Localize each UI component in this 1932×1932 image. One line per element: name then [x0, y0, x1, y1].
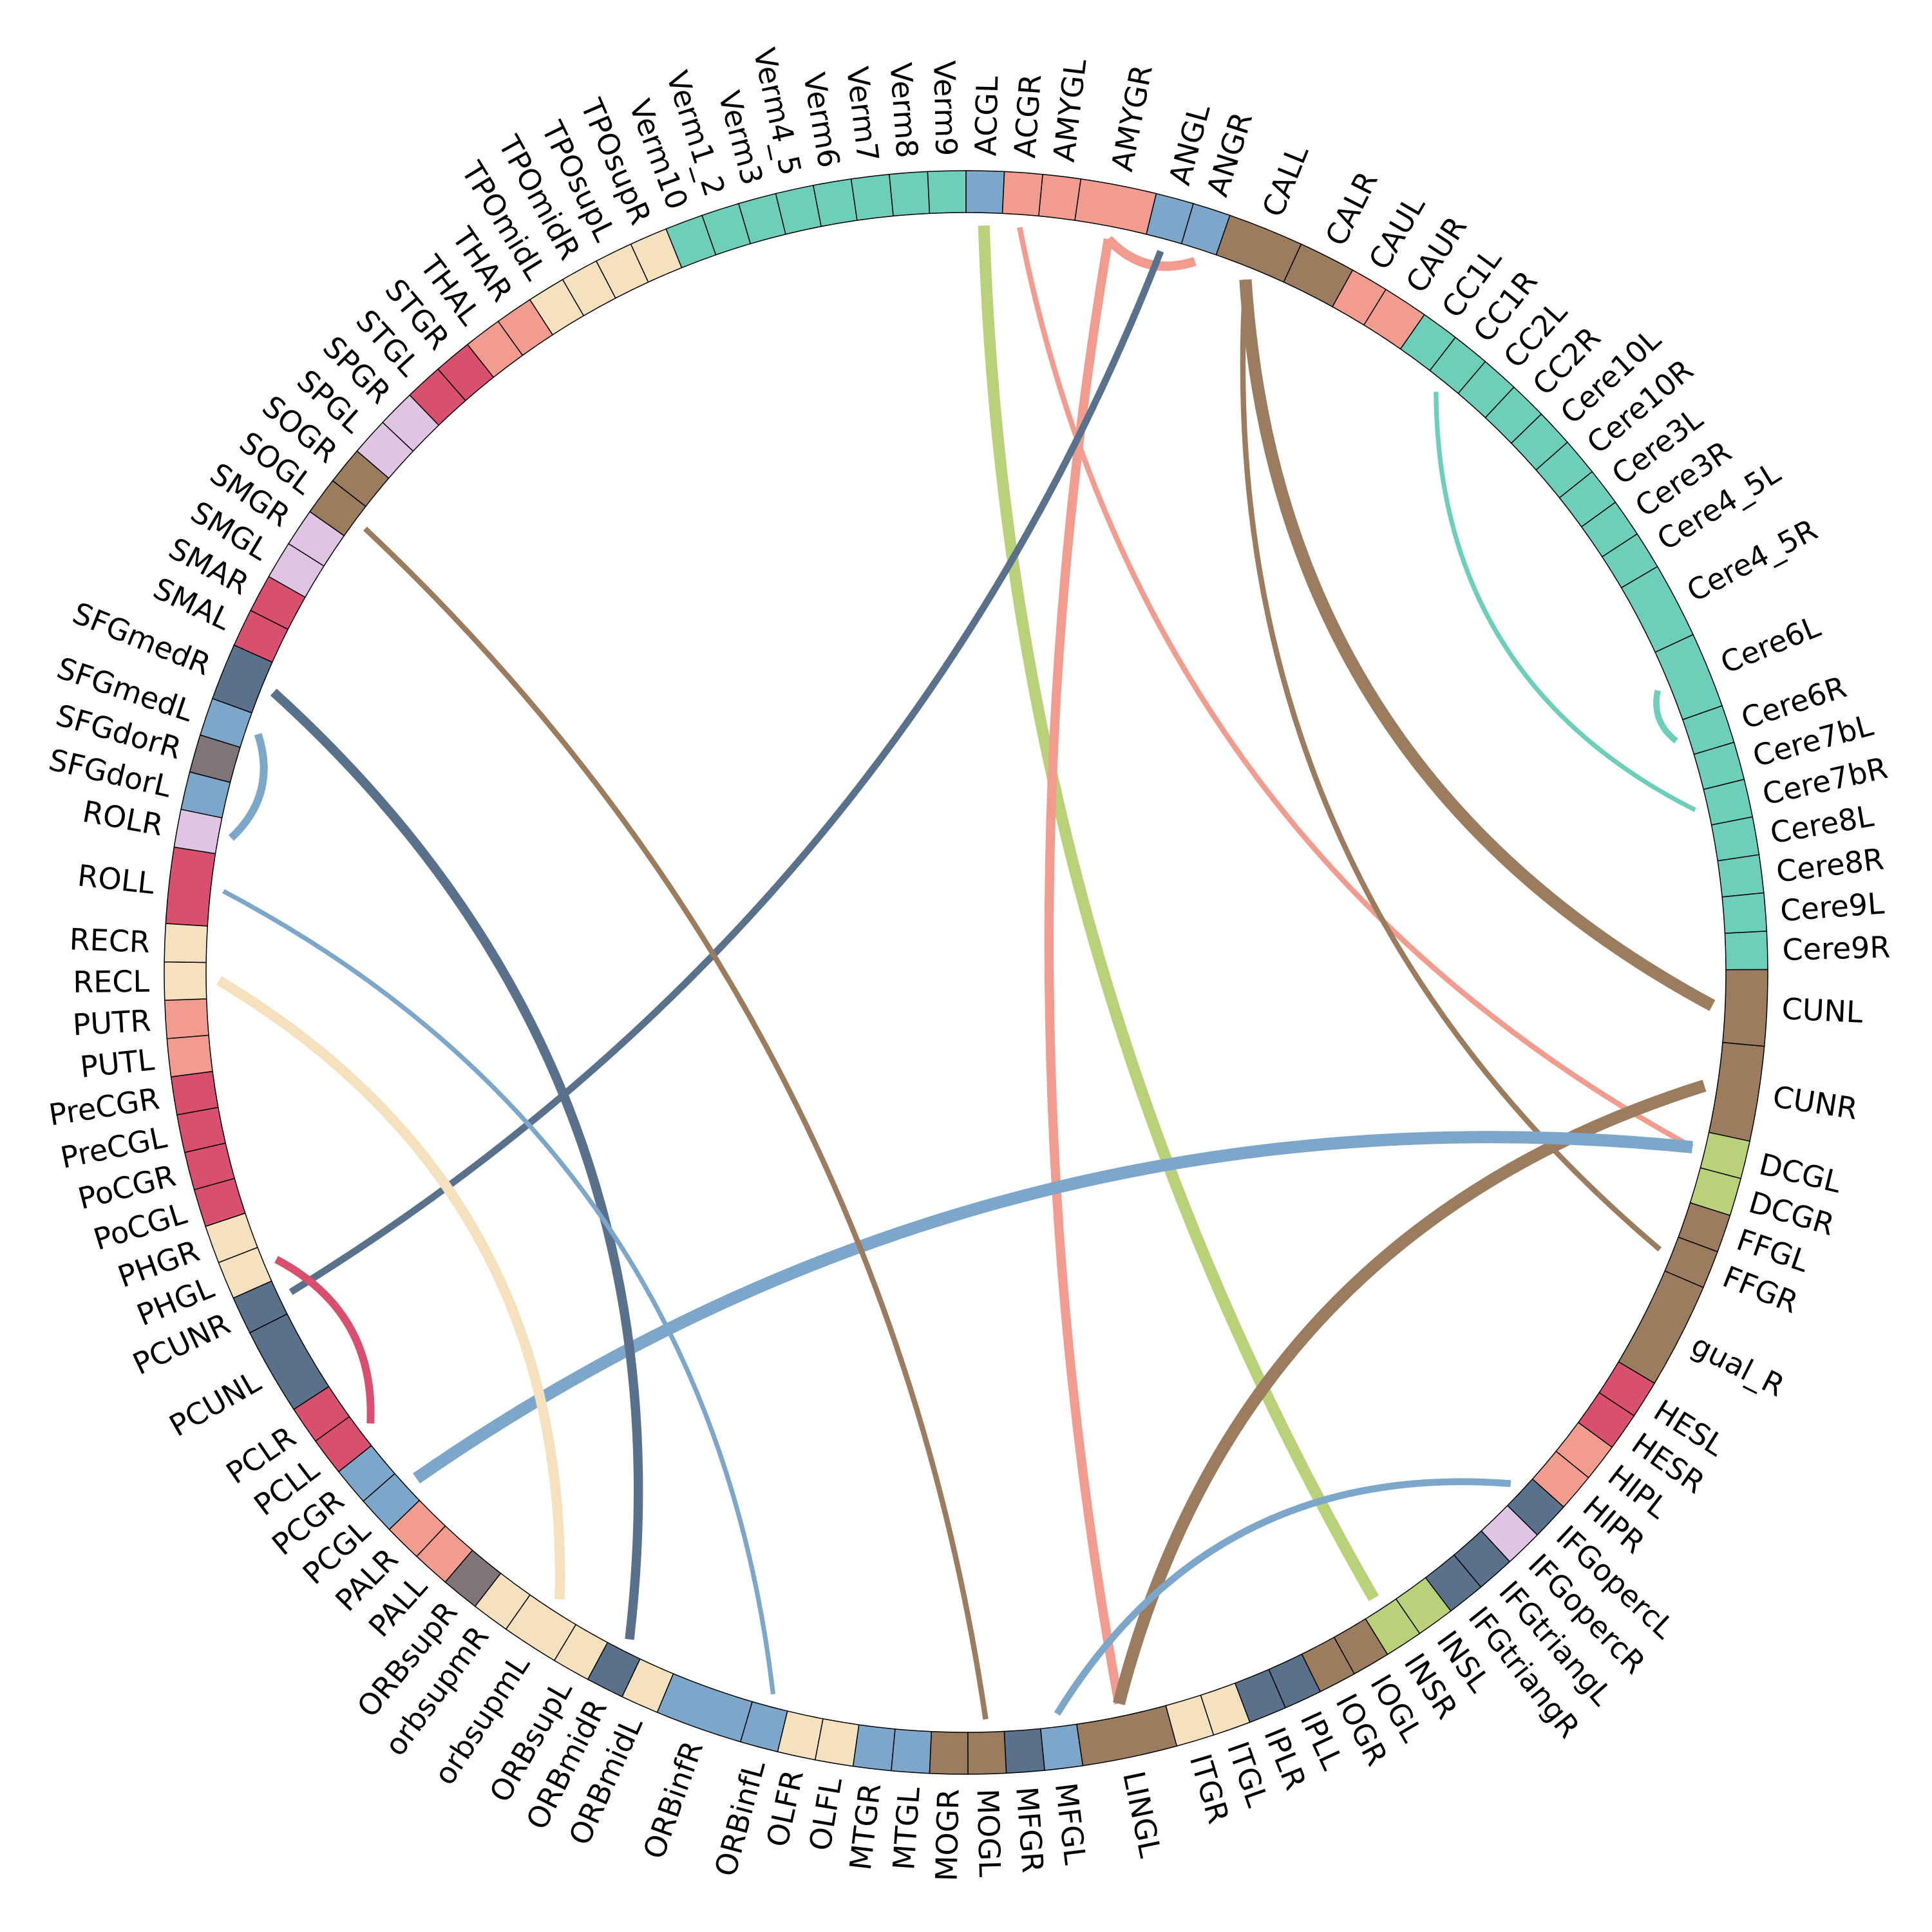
link-amygr-lingl: [1044, 238, 1124, 1705]
segment-label-putr: PUTR: [71, 1003, 151, 1042]
segment-gual-r: [1618, 1270, 1704, 1384]
segment-cere9l: [1721, 892, 1768, 934]
segment-amygl: [1038, 173, 1082, 222]
segment-recl: [164, 961, 207, 1001]
link-cc1r-cere7br: [1434, 392, 1696, 812]
segment-label-cunr: CUNR: [1770, 1079, 1860, 1126]
link-cere6l-cere6r: [1653, 690, 1678, 744]
segment-label-recr: RECR: [69, 922, 151, 960]
link-roll-orbinfl: [222, 889, 776, 1695]
segment-putl: [166, 1034, 213, 1077]
segment-label-orbinfr: ORBinfR: [636, 1736, 710, 1863]
segment-mtgr: [852, 1724, 896, 1772]
link-acgl-insr: [978, 225, 1379, 1602]
segment-verm6: [812, 178, 858, 227]
segment-recr: [164, 923, 208, 963]
segment-label-pcunl: PCUNL: [164, 1364, 267, 1443]
segment-orbinfr: [656, 1672, 753, 1743]
segment-cere6l: [1654, 634, 1723, 721]
segment-label-cere9r: Cere9R: [1782, 929, 1891, 967]
segment-amygr: [1074, 178, 1157, 235]
segment-label-amygl: AMYGL: [1046, 57, 1094, 164]
segment-acgl: [965, 170, 1005, 214]
segment-label-acgr: ACGR: [1007, 73, 1048, 159]
segment-label-olfl: OLFL: [802, 1775, 849, 1853]
segments-layer: [164, 170, 1768, 1775]
segment-label-verm9: Verm9: [927, 60, 964, 156]
segment-roll: [165, 846, 216, 927]
segment-label-cunl: CUNL: [1781, 991, 1864, 1030]
link-sfgmedl-rolr: [228, 733, 268, 841]
segment-label-gual-r: gual_R: [1686, 1327, 1790, 1403]
segment-putr: [164, 998, 209, 1039]
segment-label-rolr: ROLR: [80, 794, 166, 843]
segment-cere8r: [1717, 854, 1765, 898]
segment-label-call: CALL: [1255, 140, 1315, 222]
segment-label-acgl: ACGL: [968, 75, 1005, 156]
segment-cere8l: [1710, 816, 1760, 862]
segment-label-verm8: Verm8: [883, 61, 925, 159]
segment-label-recl: RECL: [73, 964, 150, 999]
segment-mogl: [967, 1730, 1007, 1775]
link-sogl-mogl: [363, 526, 989, 1720]
segment-label-cere8r: Cere8R: [1774, 841, 1886, 889]
segment-label-verm7: Verm7: [840, 65, 886, 164]
segment-acgr: [1001, 171, 1043, 217]
segment-label-putl: PUTL: [79, 1042, 156, 1084]
segment-precgr: [170, 1070, 219, 1115]
link-amygr-angr: [1104, 236, 1197, 271]
link-dcgl-pcgl: [413, 1131, 1693, 1484]
segment-verm8: [889, 171, 931, 217]
segment-label-orbinfl: ORBinfL: [708, 1757, 772, 1880]
segment-label-mogl: MOGL: [970, 1788, 1007, 1878]
segment-mfgl: [1039, 1723, 1084, 1771]
segment-label-mtgl: MTGL: [886, 1786, 927, 1871]
link-phgl-pcll: [274, 1256, 375, 1424]
segment-label-amygr: AMYGR: [1104, 62, 1159, 174]
segment-cere9r: [1724, 931, 1768, 971]
segment-label-roll: ROLL: [76, 858, 156, 901]
segment-label-cere6l: Cere6L: [1716, 609, 1825, 680]
segment-label-mtgr: MTGR: [843, 1781, 887, 1872]
segment-mfgr: [1003, 1728, 1045, 1774]
segment-label-cere9l: Cere9L: [1779, 886, 1886, 928]
link-sfgmedr-orbmidr: [270, 688, 643, 1640]
segment-mtgl: [891, 1728, 933, 1774]
segment-verm7: [850, 173, 894, 222]
links-layer: [216, 225, 1716, 1720]
segment-verm9: [927, 170, 967, 214]
link-call-cunl: [1239, 279, 1716, 1011]
segment-label-mfgr: MFGR: [1009, 1785, 1050, 1873]
segment-cunl: [1722, 969, 1768, 1047]
segment-cunr: [1708, 1041, 1765, 1142]
segment-label-mfgl: MFGL: [1048, 1781, 1093, 1866]
segment-mogr: [929, 1730, 969, 1775]
link-call-ffgr: [1240, 279, 1662, 1252]
link-acgr-dcgl: [1017, 227, 1694, 1150]
segment-label-mogr: MOGR: [929, 1788, 966, 1882]
link-mfgl-ifgopercl: [1054, 1478, 1511, 1716]
segment-lingl: [1076, 1705, 1178, 1766]
segment-label-lingl: LINGL: [1116, 1768, 1168, 1861]
link-recl-orbsupml: [216, 976, 565, 1600]
link-angl-pcunr: [289, 250, 1164, 1295]
